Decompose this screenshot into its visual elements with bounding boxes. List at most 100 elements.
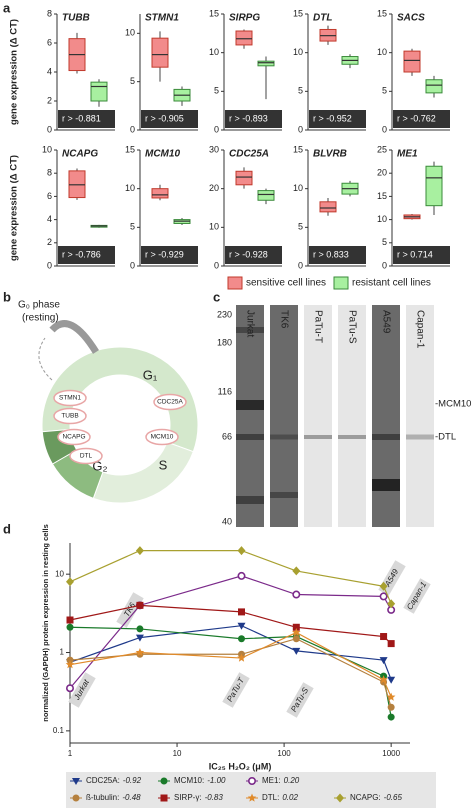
y-tick-label: 2: [47, 237, 52, 247]
point: [72, 778, 80, 785]
y-tick-label: 0: [382, 124, 387, 134]
y-tick-label: 15: [209, 8, 219, 18]
band-label: -MCM10: [435, 399, 471, 410]
annotation-box: [393, 110, 450, 128]
blot-lane: [236, 305, 264, 527]
point: [387, 713, 395, 721]
y-tick-label: 10: [125, 183, 135, 193]
mw-marker: 230: [217, 309, 232, 319]
annotation: r > -0.762: [397, 113, 436, 123]
gene-label: TUBB: [61, 413, 78, 420]
gene-title: NCAPG: [62, 149, 98, 160]
gene-label: DTL: [80, 453, 93, 460]
legend-label: ME1:: [262, 776, 281, 785]
y-tick-label: 0: [130, 260, 135, 270]
annotation-box: [225, 246, 282, 264]
g0-sub: (resting): [22, 313, 59, 324]
point: [292, 623, 300, 631]
panel-label: a: [3, 0, 11, 15]
gene-title: ME1: [397, 149, 418, 160]
point: [135, 648, 145, 657]
point: [292, 590, 301, 599]
point: [379, 581, 388, 591]
box: [90, 81, 108, 102]
point: [387, 599, 396, 609]
point: [336, 793, 344, 803]
blot-band: [236, 434, 264, 440]
blot-band: [372, 479, 400, 491]
panel-label: c: [213, 289, 220, 304]
annotation-box: [141, 110, 198, 128]
lane-label: TK6: [278, 310, 289, 329]
annotation: r > 0.714: [397, 249, 433, 259]
y-tick-label: 0.1: [53, 726, 65, 735]
annotation: r > -0.786: [62, 249, 101, 259]
y-axis-label: normalized (GAPDH) protein expression in…: [41, 524, 50, 722]
point: [292, 635, 300, 643]
legend-swatch: [227, 276, 243, 290]
box: [235, 30, 253, 46]
mw-marker: 116: [218, 386, 232, 396]
point: [379, 592, 388, 601]
y-tick-label: 0: [47, 124, 52, 134]
gene-label: STMN1: [59, 395, 81, 402]
y-tick-label: 15: [125, 144, 135, 154]
x-tick-label: 1: [68, 749, 73, 758]
lane-label: Jurkat: [244, 310, 255, 337]
blot-band: [304, 435, 332, 439]
point: [237, 546, 246, 556]
y-tick-label: 15: [293, 144, 303, 154]
blot-band: [406, 434, 434, 440]
y-tick-label: 10: [125, 28, 135, 38]
gene-label: CDC25A: [157, 399, 183, 406]
series-line: [69, 631, 392, 698]
legend-coef: -0.48: [122, 793, 141, 802]
y-tick-label: 0: [382, 260, 387, 270]
gene-label: NCAPG: [62, 434, 85, 441]
point: [66, 656, 74, 664]
band-label: -DTL: [435, 432, 456, 443]
mw-marker: 66: [222, 431, 232, 441]
point: [292, 647, 301, 655]
y-axis-label: gene expression (Δ CT): [9, 155, 20, 261]
x-tick-label: 10: [173, 749, 182, 758]
annotation: r > -0.905: [145, 113, 184, 123]
point: [65, 660, 75, 669]
y-tick-label: 0: [298, 260, 303, 270]
y-tick-label: 0: [298, 124, 303, 134]
gene-tag: [53, 389, 87, 407]
point: [379, 675, 388, 684]
g0-label: G₀ phase: [18, 300, 60, 311]
phase-label: G₁: [143, 367, 158, 382]
point-label-bg: [116, 592, 144, 628]
point: [380, 633, 388, 641]
y-tick-label: 10: [293, 183, 303, 193]
y-tick-label: 30: [209, 144, 219, 154]
point: [72, 794, 80, 802]
x-axis-label: IC₂₅ H₂O₂ (μM): [209, 761, 272, 771]
y-tick-label: 5: [382, 237, 387, 247]
point: [160, 794, 168, 802]
y-tick-label: 20: [209, 183, 219, 193]
mw-marker: 40: [222, 516, 232, 526]
legend-coef: 0.02: [282, 793, 298, 802]
cycle-phase: [92, 441, 194, 504]
blot-lane: [304, 305, 332, 527]
point: [379, 657, 388, 665]
legend-label: CDC25A:: [86, 776, 120, 785]
y-tick-label: 25: [377, 144, 387, 154]
legend-label: MCM10:: [174, 776, 204, 785]
point: [387, 676, 396, 684]
blot-lane: [372, 305, 400, 527]
y-tick-label: 10: [42, 144, 52, 154]
legend-label: NCAPG:: [350, 793, 381, 802]
legend-coef: 0.20: [284, 776, 300, 785]
point: [237, 653, 246, 662]
point: [237, 622, 246, 630]
gene-title: MCM10: [145, 149, 180, 160]
y-tick-label: 6: [47, 191, 52, 201]
legend-coef: -0.65: [384, 793, 403, 802]
gene-title: CDC25A: [229, 149, 269, 160]
point-label: Capan-1: [403, 578, 431, 614]
y-tick-label: 10: [55, 569, 64, 578]
